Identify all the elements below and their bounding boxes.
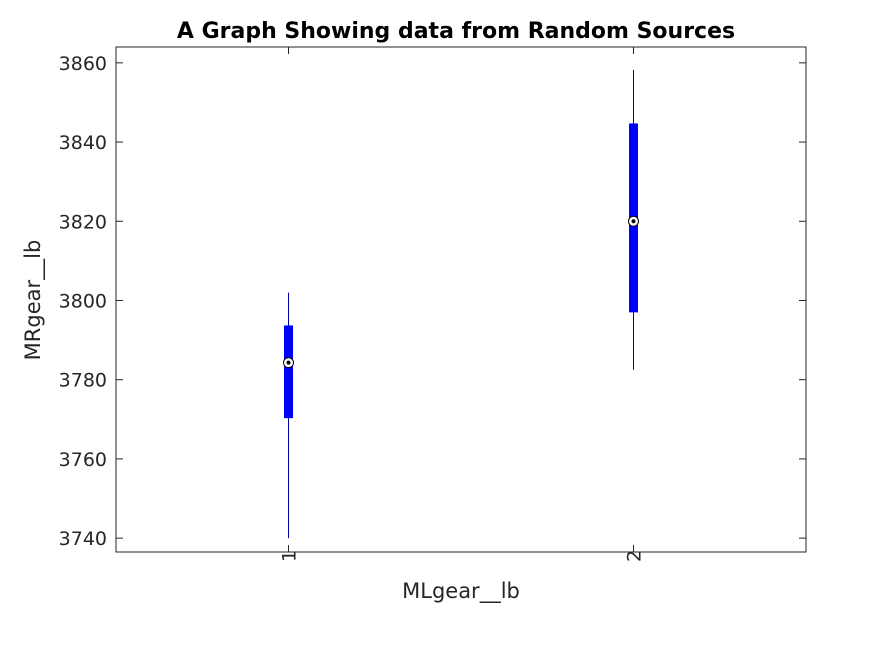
y-tick-label: 3840 [59, 132, 107, 154]
y-axis-label: MRgear__lb [21, 240, 46, 361]
x-axis-label: MLgear__lb [402, 579, 520, 604]
x-tick-label: 2 [624, 550, 646, 562]
box-iqr [284, 325, 293, 419]
box-series [283, 69, 639, 539]
chart-title: A Graph Showing data from Random Sources [177, 19, 735, 44]
median-dot [286, 360, 291, 365]
y-axis: 3740 3760 3780 3800 3820 3840 3860 [59, 53, 806, 550]
y-tick-label: 3780 [59, 370, 107, 392]
y-tick-label: 3740 [59, 528, 107, 550]
y-tick-label: 3800 [59, 290, 107, 312]
y-tick-label: 3760 [59, 449, 107, 471]
x-tick-label: 1 [279, 550, 301, 562]
y-tick-label: 3860 [59, 53, 107, 75]
median-dot [631, 219, 636, 224]
plot-area [115, 46, 807, 553]
y-tick-label: 3820 [59, 211, 107, 233]
